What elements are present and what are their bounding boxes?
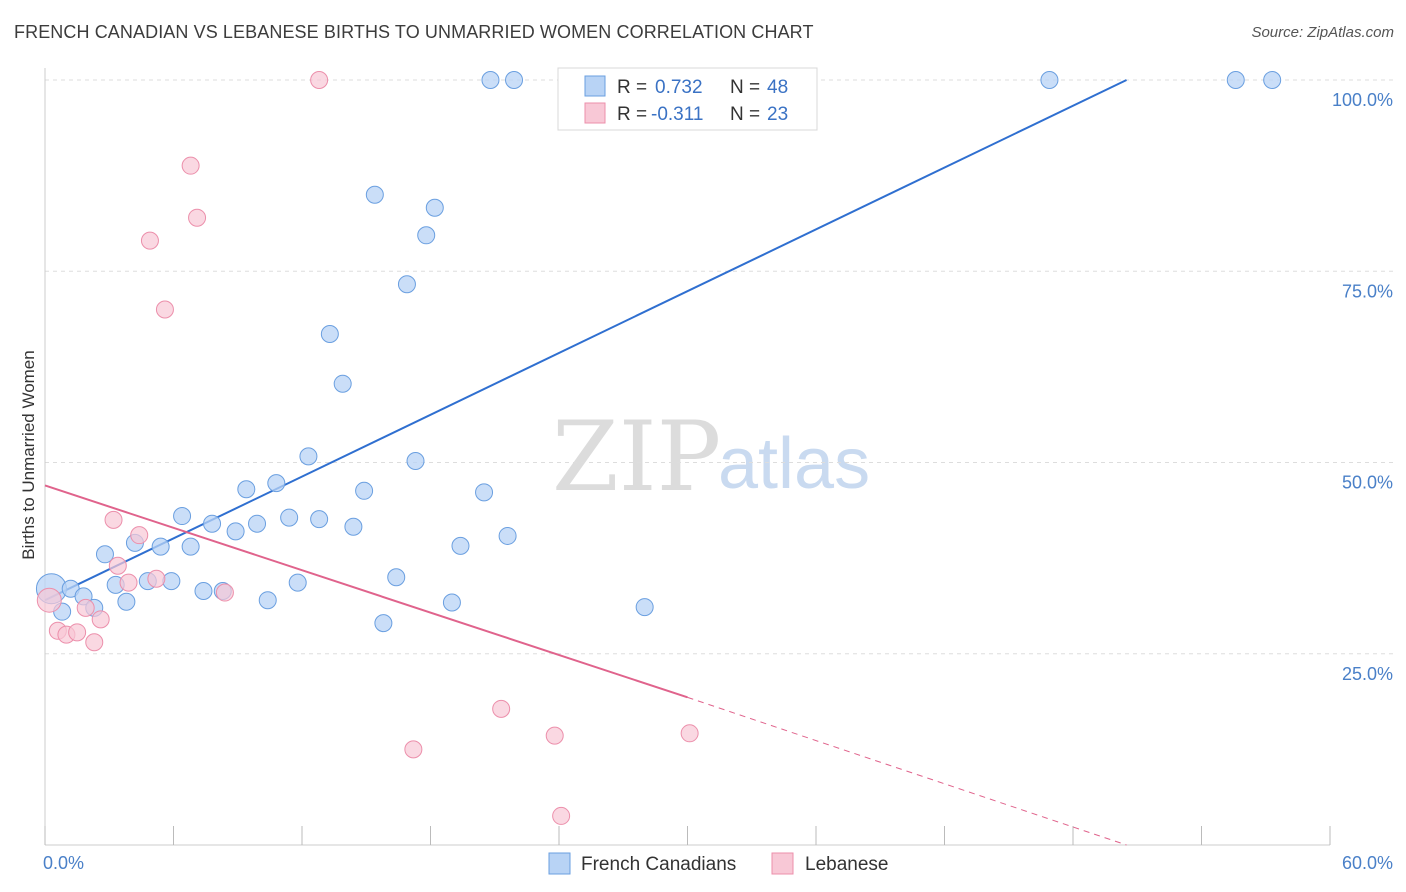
point-lebanese xyxy=(140,231,159,250)
point-french-canadians xyxy=(333,374,352,393)
watermark-zip: ZIP xyxy=(552,401,721,513)
point-lebanese xyxy=(492,699,511,718)
point-french-canadians xyxy=(203,514,222,533)
point-french-canadians xyxy=(406,451,425,470)
series-legend-label-lebanese: Lebanese xyxy=(805,854,888,875)
y-tick-label: 100.0% xyxy=(1332,90,1393,110)
point-french-canadians xyxy=(425,198,444,217)
series-legend-label-french: French Canadians xyxy=(581,854,736,875)
point-lebanese xyxy=(181,156,200,175)
y-tick-label: 75.0% xyxy=(1342,281,1393,301)
point-lebanese xyxy=(130,526,149,545)
point-french-canadians xyxy=(505,71,524,89)
point-french-canadians xyxy=(310,510,329,529)
point-french-canadians xyxy=(280,508,299,527)
point-french-canadians xyxy=(299,447,318,466)
legend-n-label-lebanese: N = xyxy=(730,104,760,125)
point-french-canadians xyxy=(194,582,213,601)
source-attribution: Source: ZipAtlas.com xyxy=(1251,24,1394,41)
legend-swatch-french xyxy=(584,75,606,97)
point-french-canadians xyxy=(1226,71,1245,89)
y-tick-label: 25.0% xyxy=(1342,664,1393,684)
point-french-canadians xyxy=(365,185,384,204)
point-french-canadians xyxy=(451,536,470,555)
point-french-canadians xyxy=(1263,71,1282,89)
point-french-canadians xyxy=(151,537,170,556)
point-lebanese xyxy=(68,623,87,642)
point-lebanese xyxy=(188,208,207,227)
legend-r-label-lebanese: R = xyxy=(617,104,647,125)
point-french-canadians xyxy=(397,275,416,294)
point-french-canadians xyxy=(481,71,500,89)
point-french-canadians xyxy=(374,614,393,633)
point-french-canadians xyxy=(344,517,363,536)
point-french-canadians xyxy=(1040,71,1059,89)
data-points xyxy=(35,71,1282,825)
point-lebanese xyxy=(119,573,138,592)
point-french-canadians xyxy=(635,598,654,617)
correlation-legend: R = 0.732 N = 48 R = -0.311 N = 23 xyxy=(557,67,818,131)
axes: 25.0% 50.0% 75.0% 100.0% 0.0% 60.0% xyxy=(43,68,1393,873)
legend-n-label-french: N = xyxy=(730,77,760,98)
point-french-canadians xyxy=(387,568,406,587)
x-tick-label: 60.0% xyxy=(1342,853,1393,873)
point-french-canadians xyxy=(237,480,256,499)
point-lebanese xyxy=(36,587,62,613)
point-lebanese xyxy=(76,598,95,617)
y-axis-title: Births to Unmarried Women xyxy=(19,350,38,559)
point-lebanese xyxy=(155,300,174,319)
legend-r-label-french: R = xyxy=(617,77,647,98)
legend-r-value-lebanese: -0.311 xyxy=(651,104,703,125)
trend-line-lebanese-extension xyxy=(687,696,1127,846)
point-french-canadians xyxy=(475,483,494,502)
series-legend-swatch-french xyxy=(548,852,571,875)
point-lebanese xyxy=(404,740,423,759)
trend-line-lebanese xyxy=(44,484,688,699)
point-french-canadians xyxy=(417,226,436,245)
point-french-canadians xyxy=(117,592,136,611)
watermark-atlas: atlas xyxy=(718,424,870,504)
point-lebanese xyxy=(552,806,571,825)
series-legend-swatch-lebanese xyxy=(771,852,794,875)
point-french-canadians xyxy=(258,591,277,610)
point-lebanese xyxy=(680,724,699,743)
point-lebanese xyxy=(108,556,127,575)
point-french-canadians xyxy=(288,573,307,592)
point-lebanese xyxy=(545,726,564,745)
point-french-canadians xyxy=(248,514,267,533)
trend-line-french xyxy=(44,79,1127,602)
point-french-canadians xyxy=(355,481,374,500)
point-french-canadians xyxy=(95,545,114,564)
legend-r-value-french: 0.732 xyxy=(655,77,703,98)
y-tick-label: 50.0% xyxy=(1342,473,1393,493)
point-lebanese xyxy=(310,71,329,89)
point-french-canadians xyxy=(498,526,517,545)
point-french-canadians xyxy=(267,474,286,493)
point-lebanese xyxy=(147,569,166,588)
point-french-canadians xyxy=(442,593,461,612)
point-french-canadians xyxy=(226,522,245,541)
point-lebanese xyxy=(104,510,123,529)
point-french-canadians xyxy=(320,324,339,343)
point-lebanese xyxy=(91,610,110,629)
point-lebanese xyxy=(85,633,104,652)
point-french-canadians xyxy=(173,507,192,526)
x-tick-label: 0.0% xyxy=(43,853,84,873)
point-lebanese xyxy=(215,583,234,602)
series-legend: French Canadians Lebanese xyxy=(548,852,888,875)
legend-n-value-lebanese: 23 xyxy=(767,104,788,125)
legend-swatch-lebanese xyxy=(584,102,606,124)
gridlines xyxy=(45,79,1395,655)
legend-n-value-french: 48 xyxy=(767,77,788,98)
point-french-canadians xyxy=(181,537,200,556)
trend-lines xyxy=(44,79,1127,846)
point-french-canadians xyxy=(162,572,181,591)
chart-title: FRENCH CANADIAN VS LEBANESE BIRTHS TO UN… xyxy=(14,22,814,42)
